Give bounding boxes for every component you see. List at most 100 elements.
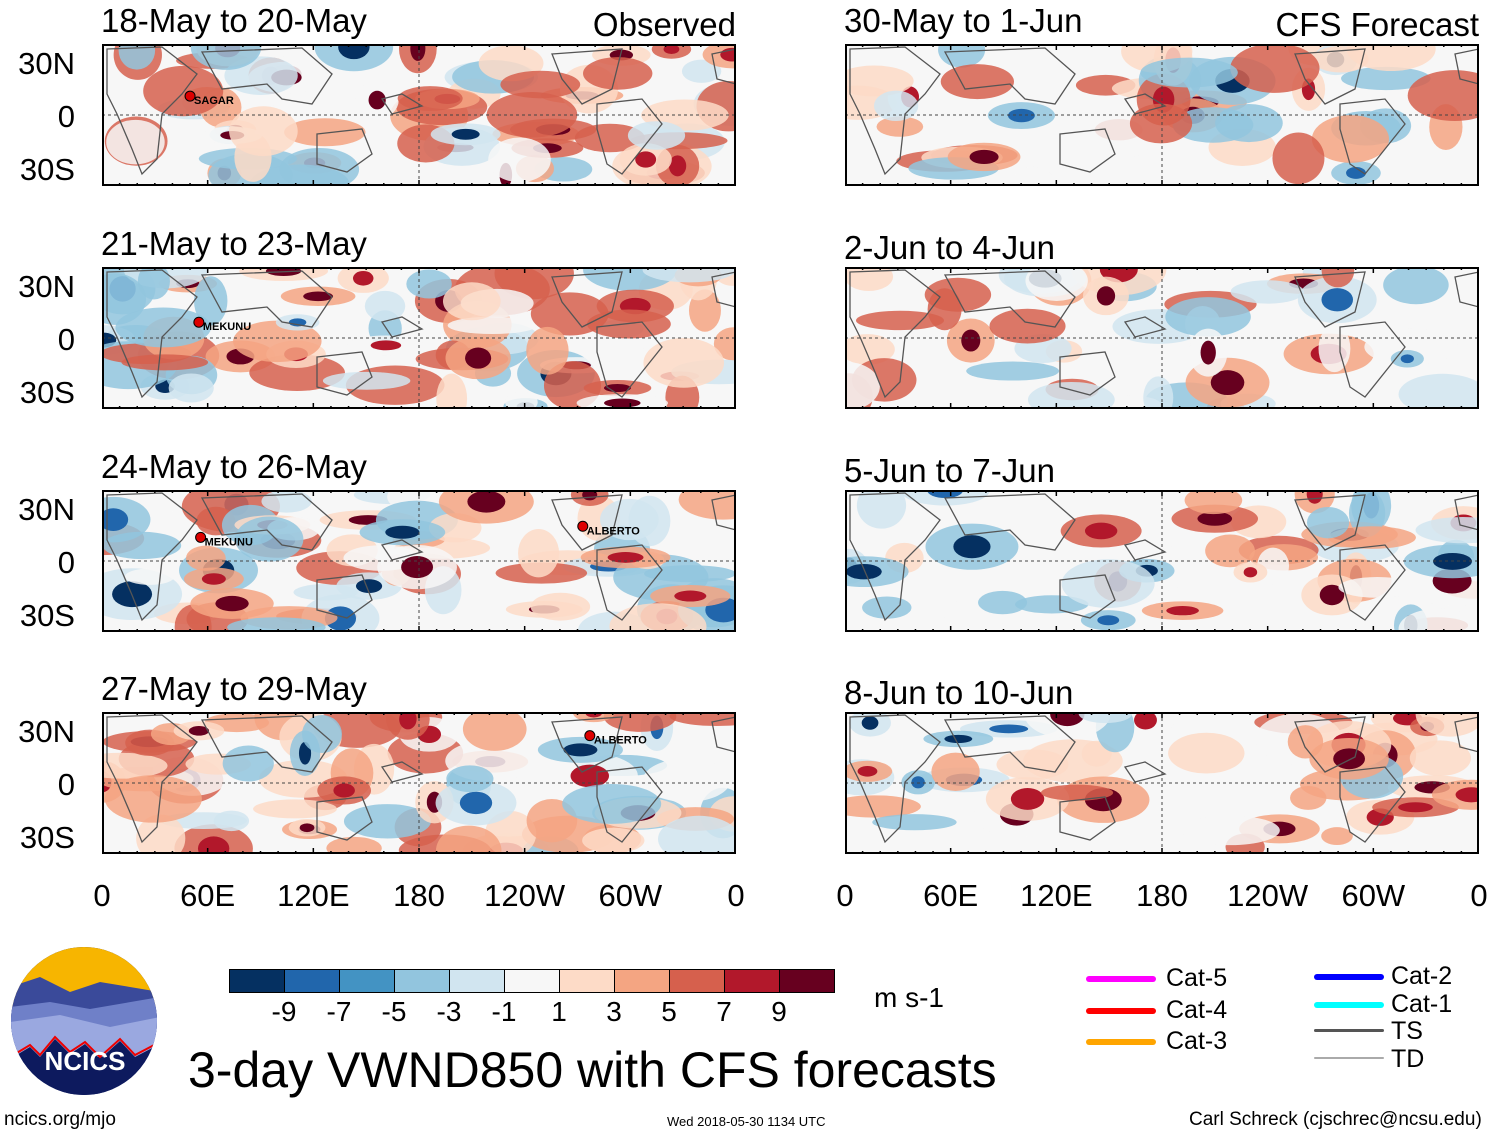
anomaly-blob — [1383, 267, 1449, 305]
coastline — [849, 269, 941, 399]
coastline — [1454, 48, 1479, 85]
anomaly-blob — [1129, 103, 1193, 144]
coastline — [1059, 351, 1116, 396]
legend-line — [1086, 1007, 1156, 1014]
legend-label: Cat-4 — [1166, 995, 1228, 1024]
anomaly-blob — [442, 282, 501, 321]
anomaly-blob — [1415, 516, 1479, 544]
anomaly-blob — [436, 373, 468, 409]
footer-url: ncics.org/mjo — [4, 1109, 116, 1130]
coastline — [200, 493, 333, 551]
colorbar-tick-label: 5 — [661, 996, 677, 1027]
coastline — [596, 544, 663, 621]
anomaly-blob — [137, 267, 170, 300]
anomaly-blob — [1230, 44, 1320, 93]
coastline — [380, 93, 424, 115]
anomaly-core — [215, 595, 249, 612]
anomaly-blob — [658, 815, 736, 854]
anomaly-core — [989, 724, 1029, 734]
coastline — [106, 269, 198, 399]
coastline — [1123, 316, 1167, 338]
anomaly-blob — [543, 361, 602, 409]
coastline — [849, 492, 941, 622]
coastline — [1123, 539, 1167, 561]
anomaly-blob — [488, 137, 551, 183]
x-tick-label: 60W — [1341, 878, 1406, 913]
anomaly-blob — [872, 814, 957, 831]
colorbar-swatch — [340, 970, 395, 992]
anomaly-core — [1455, 787, 1479, 803]
coastline — [200, 47, 333, 105]
anomaly-core — [102, 508, 129, 531]
anomaly-blob — [233, 320, 322, 363]
legend-line — [1086, 976, 1156, 982]
legend-label: Cat-5 — [1166, 964, 1228, 992]
anomaly-core — [299, 823, 315, 833]
panel-title: 21-May to 23-May — [101, 225, 367, 262]
panel-title: 5-Jun to 7-Jun — [844, 452, 1055, 489]
anomaly-blob — [194, 276, 228, 326]
footer-author: Carl Schreck (cjschrec@ncsu.edu) — [1189, 1109, 1482, 1130]
anomaly-blob — [284, 118, 366, 147]
anomaly-blob — [121, 354, 209, 371]
anomaly-blob — [1143, 376, 1174, 409]
anomaly-blob — [931, 752, 980, 791]
anomaly-blob — [876, 116, 924, 137]
coastline — [1454, 271, 1479, 308]
y-tick-label: 30N — [18, 492, 75, 527]
anomaly-core — [663, 44, 680, 54]
anomaly-blob — [1318, 325, 1351, 373]
coastline — [551, 494, 623, 551]
anomaly-blob — [1409, 740, 1472, 777]
colorbar-tick-label: 3 — [606, 996, 622, 1027]
anomaly-blob — [124, 568, 175, 585]
colorbar-swatch — [395, 970, 450, 992]
coastline — [1059, 796, 1116, 841]
y-tick-label: 30S — [19, 598, 75, 633]
anomaly-blob — [1040, 784, 1114, 801]
anomaly-blob — [1181, 815, 1280, 846]
anomaly-core — [352, 270, 374, 286]
anomaly-core — [607, 552, 644, 563]
anomaly-blob — [989, 308, 1066, 344]
legend-label: Cat-2 — [1391, 962, 1453, 990]
anomaly-blob — [436, 825, 502, 854]
y-tick-label: 0 — [57, 99, 75, 134]
anomaly-blob — [669, 712, 736, 726]
anomaly-blob — [1346, 44, 1436, 72]
column-header: Observed — [592, 6, 736, 43]
anomaly-blob — [1027, 381, 1115, 409]
anomaly-blob — [115, 307, 212, 348]
anomaly-blob — [862, 596, 912, 619]
anomaly-core — [1010, 787, 1045, 810]
panel-title: 27-May to 29-May — [101, 670, 367, 707]
anomaly-blob — [966, 361, 1060, 381]
anomaly-blob — [227, 617, 326, 632]
anomaly-blob — [343, 804, 432, 839]
anomaly-blob — [462, 712, 527, 751]
colorbar-swatch — [450, 970, 505, 992]
anomaly-blob — [253, 799, 337, 819]
panel-title: 24-May to 26-May — [101, 448, 367, 485]
anomaly-core — [1050, 712, 1085, 727]
anomaly-blob — [562, 783, 662, 824]
anomaly-core — [188, 726, 210, 736]
anomaly-blob — [1407, 70, 1479, 122]
anomaly-blob — [845, 334, 895, 365]
anomaly-core — [355, 579, 383, 593]
coastline — [711, 48, 736, 85]
anomaly-blob — [583, 57, 653, 90]
anomaly-core — [401, 556, 434, 579]
map-panel — [845, 267, 1479, 409]
panel-title: 30-May to 1-Jun — [844, 2, 1083, 39]
coastline — [316, 574, 373, 619]
legend-label: Cat-3 — [1166, 1027, 1228, 1055]
anomaly-blob — [644, 565, 736, 583]
anomaly-blob — [628, 495, 671, 547]
anomaly-core — [324, 606, 357, 631]
anomaly-core — [1097, 615, 1120, 626]
anomaly-core — [944, 734, 973, 744]
anomaly-core — [668, 155, 687, 177]
coastline — [943, 270, 1076, 328]
units-label: m s-1 — [874, 982, 944, 1013]
